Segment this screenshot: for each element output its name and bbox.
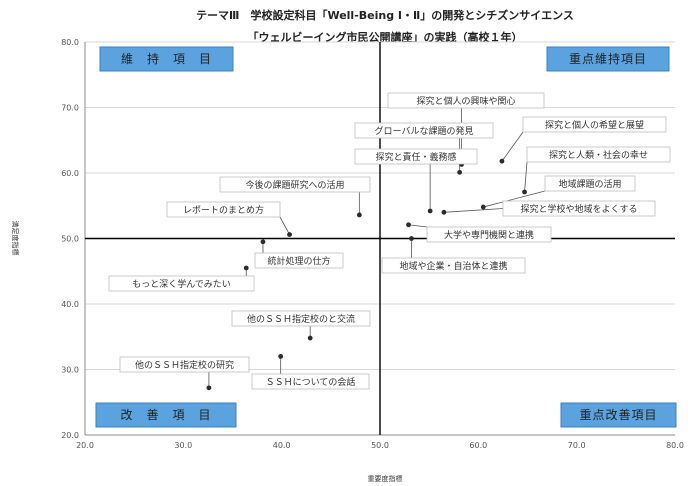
point-label: 他のＳＳＨ指定校のと交流 bbox=[247, 313, 355, 325]
data-point bbox=[406, 222, 411, 228]
point-label-box bbox=[166, 201, 281, 218]
y-tick-label: 50.0 bbox=[61, 235, 79, 244]
data-points bbox=[206, 158, 527, 391]
point-label-box bbox=[219, 176, 371, 193]
point-label-box bbox=[119, 356, 250, 373]
y-tick-label: 60.0 bbox=[61, 169, 79, 178]
quadrant-box bbox=[99, 46, 234, 72]
leader-line bbox=[501, 131, 524, 162]
x-tick-label: 20.0 bbox=[76, 441, 94, 450]
data-point bbox=[260, 239, 266, 245]
point-label: 今後の課題研究への活用 bbox=[245, 179, 344, 191]
point-label: レポートのまとめ方 bbox=[183, 204, 264, 216]
leader-line bbox=[279, 216, 290, 235]
point-label: グローバルな課題の発見 bbox=[375, 125, 474, 137]
data-point bbox=[206, 385, 212, 391]
y-tick-label: 40.0 bbox=[61, 300, 79, 309]
point-label: 地域や企業・自治体と連携 bbox=[399, 260, 507, 272]
point-label: ＳＳＨについての会話 bbox=[266, 376, 356, 388]
point-label: 探究と責任・義務感 bbox=[375, 151, 456, 163]
data-point bbox=[278, 354, 284, 359]
y-tick-label: 20.0 bbox=[61, 431, 79, 440]
y-tick-label: 70.0 bbox=[61, 104, 79, 113]
quadrant-box bbox=[560, 402, 677, 428]
data-point bbox=[457, 169, 463, 175]
point-label: 地域課題の活用 bbox=[558, 178, 621, 190]
data-point bbox=[499, 158, 505, 164]
point-label-box bbox=[381, 257, 526, 274]
point-label-box bbox=[502, 200, 656, 217]
x-tick-label: 80.0 bbox=[666, 441, 684, 450]
x-tick-label: 50.0 bbox=[371, 441, 389, 450]
point-label: 探究と人類・社会の幸せ bbox=[549, 149, 648, 161]
point-label: もっと深く学んでみたい bbox=[132, 278, 231, 290]
point-label-box bbox=[522, 116, 667, 133]
quadrant-box bbox=[546, 46, 670, 72]
point-label: 統計処理の仕方 bbox=[267, 255, 330, 267]
x-tick-label: 60.0 bbox=[469, 441, 487, 450]
data-point bbox=[441, 209, 447, 215]
point-label-box bbox=[254, 252, 344, 269]
point-label-box bbox=[387, 92, 545, 109]
point-label-box bbox=[354, 148, 478, 165]
leader-line bbox=[443, 208, 504, 213]
quadrant-label: 重点改善項目 bbox=[579, 407, 657, 422]
point-label-box bbox=[231, 310, 371, 327]
y-axis-label: 満足度指標 bbox=[11, 221, 20, 256]
data-point bbox=[480, 204, 486, 210]
point-label-box bbox=[426, 226, 552, 243]
point-label-box bbox=[526, 146, 671, 163]
chart-title: テーマⅢ 学校設定科目「Well-Being Ⅰ・Ⅱ」の開発とシチズンサイエンス bbox=[196, 8, 574, 22]
leader-line bbox=[483, 190, 546, 208]
data-point bbox=[243, 265, 249, 271]
data-point bbox=[356, 212, 362, 218]
x-tick-label: 70.0 bbox=[568, 441, 586, 450]
data-point bbox=[427, 208, 433, 214]
point-label-box bbox=[354, 122, 494, 139]
quadrant-label: 改 善 項 目 bbox=[120, 407, 211, 422]
data-point bbox=[522, 189, 527, 195]
data-point bbox=[409, 236, 414, 241]
point-label-box bbox=[544, 175, 636, 192]
data-point bbox=[307, 335, 313, 341]
leader-line bbox=[524, 161, 528, 193]
leader-line bbox=[408, 224, 428, 228]
point-label: 探究と学校や地域をよくする bbox=[520, 203, 637, 215]
point-label: 探究と個人の興味や関心 bbox=[416, 95, 515, 107]
x-axis-label: 重要度指標 bbox=[368, 474, 403, 483]
chart-subtitle: 「ウェルビーイング市民公開講座」の実践（高校１年） bbox=[248, 30, 523, 44]
axes: 20.0 30.0 40.0 50.0 60.0 70.0 80.0 20.0 30.0 40.0… bbox=[61, 38, 684, 450]
point-label: 他のＳＳＨ指定校の研究 bbox=[135, 359, 234, 371]
y-tick-label: 80.0 bbox=[61, 38, 79, 47]
quadrant-box bbox=[95, 402, 237, 428]
x-tick-label: 30.0 bbox=[174, 441, 192, 450]
point-label-box bbox=[108, 275, 255, 292]
point-label-box bbox=[251, 373, 370, 390]
data-point bbox=[287, 232, 292, 237]
point-label: 探究と個人の希望と展望 bbox=[545, 119, 644, 131]
y-tick-label: 30.0 bbox=[61, 366, 79, 375]
quadrant-label: 重点維持項目 bbox=[569, 51, 647, 66]
point-label: 大学や専門機関と連携 bbox=[444, 229, 534, 241]
quadrant-label: 維 持 項 目 bbox=[121, 51, 212, 66]
x-tick-label: 40.0 bbox=[273, 441, 291, 450]
